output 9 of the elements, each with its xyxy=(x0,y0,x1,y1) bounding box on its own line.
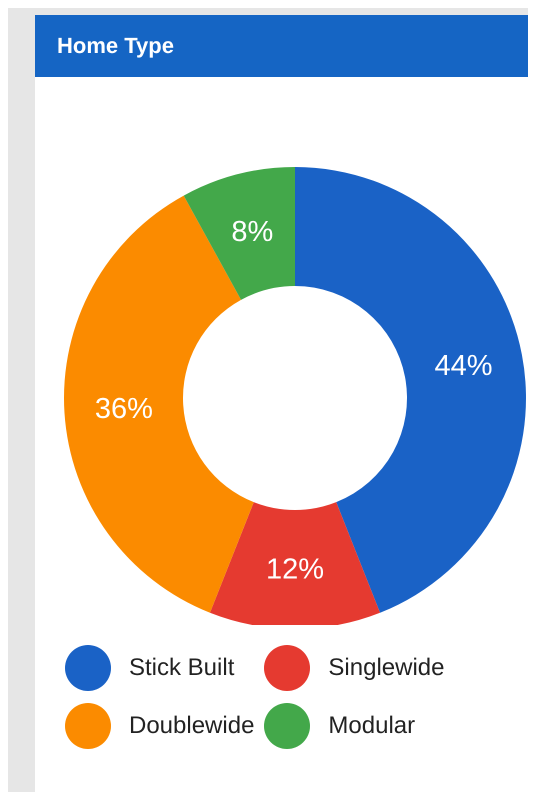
legend-label: Singlewide xyxy=(328,654,444,682)
chart-title: Home Type xyxy=(35,15,528,77)
data-label: 36% xyxy=(94,392,153,425)
data-label: 12% xyxy=(266,554,324,586)
data-label: 8% xyxy=(231,216,274,248)
data-label: 44% xyxy=(434,350,492,382)
legend-label: Modular xyxy=(328,712,416,740)
legend-label: Stick Built xyxy=(129,654,234,682)
legend-label: Doublewide xyxy=(129,712,254,740)
